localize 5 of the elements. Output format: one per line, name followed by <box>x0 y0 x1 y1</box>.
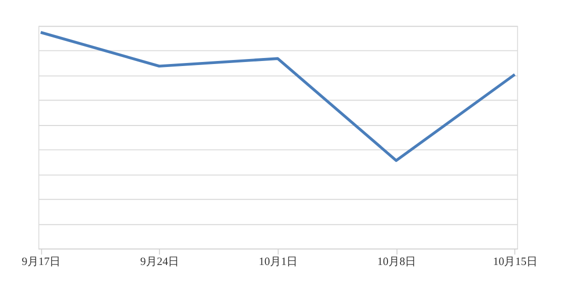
x-tick-label: 9月24日 <box>140 256 180 268</box>
x-tick-label: 10月1日 <box>258 256 298 268</box>
x-tick-label: 10月15日 <box>492 256 538 268</box>
x-tick-label: 9月17日 <box>22 256 61 268</box>
x-tick-label: 10月8日 <box>377 256 416 268</box>
